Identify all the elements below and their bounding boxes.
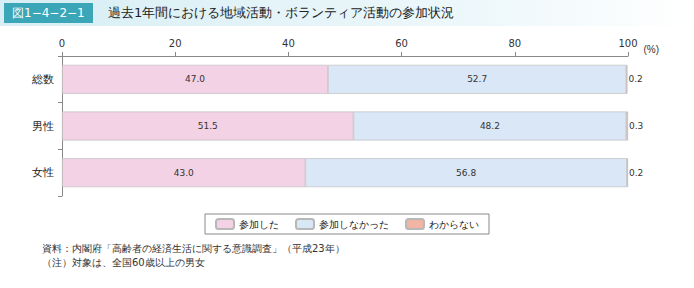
- svg-text:43.0: 43.0: [174, 168, 194, 178]
- svg-text:0.3: 0.3: [629, 121, 643, 131]
- html-text:資料：内閣府「高齢者の経済生活に関する意識調査」（平成23年: 資料：内閣府「高齢者の経済生活に関する意識調査」（平成23年）: [42, 243, 345, 254]
- svg-text:56.8: 56.8: [456, 168, 476, 178]
- svg-text:60: 60: [395, 38, 408, 49]
- svg-text:100: 100: [618, 38, 637, 49]
- svg-text:0.2: 0.2: [628, 74, 642, 84]
- svg-text:52.7: 52.7: [467, 74, 487, 84]
- svg-text:参加しなかった: 参加しなかった: [319, 219, 389, 230]
- svg-text:男性: 男性: [32, 120, 54, 133]
- svg-text:40: 40: [282, 38, 295, 49]
- svg-text:0.2: 0.2: [629, 168, 643, 178]
- svg-text:総数: 総数: [31, 73, 54, 86]
- svg-text:0: 0: [59, 38, 65, 49]
- svg-text:わからない: わからない: [429, 219, 479, 230]
- svg-text:48.2: 48.2: [480, 121, 500, 131]
- html-text:（注）対象は、全国60歳以上の男女: （注）対象は、全国60歳以上の男女: [42, 257, 205, 268]
- svg-text:女性: 女性: [32, 166, 54, 179]
- svg-text:20: 20: [169, 38, 182, 49]
- svg-text:(%): (%): [643, 44, 659, 55]
- svg-text:51.5: 51.5: [198, 121, 218, 131]
- html-text:図1−4−2−1: 図1−4−2−1: [12, 6, 85, 20]
- svg-text:47.0: 47.0: [185, 74, 205, 84]
- html-text:過去1年間における地域活動・ボランティア活動の参加状況: 過去1年間における地域活動・ボランティア活動の参加状況: [108, 5, 455, 20]
- svg-text:参加した: 参加した: [239, 219, 279, 230]
- svg-text:80: 80: [508, 38, 521, 49]
